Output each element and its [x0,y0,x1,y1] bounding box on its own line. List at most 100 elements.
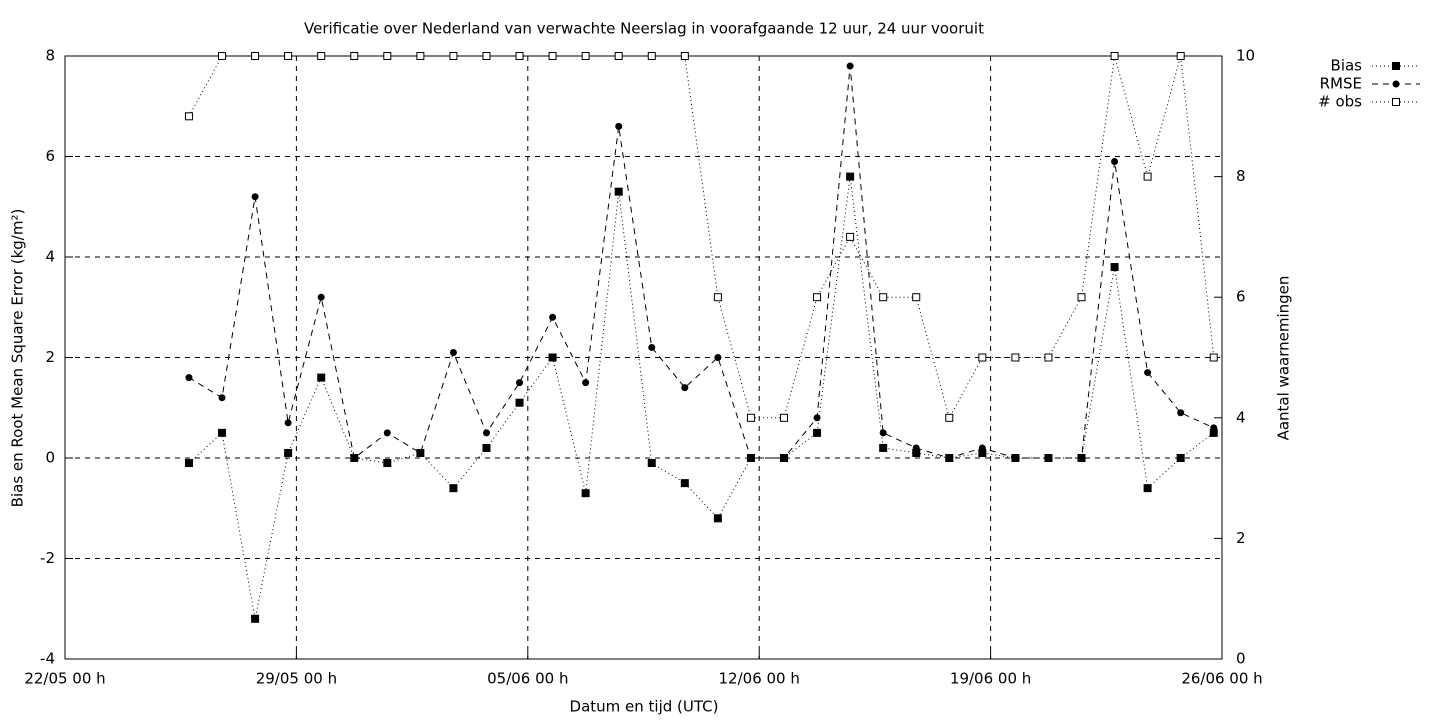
marker [1078,454,1086,462]
legend-marker [1392,98,1400,106]
y-tick-label: 2 [45,348,55,366]
y-tick-label: 6 [45,147,55,165]
legend-marker [1392,80,1400,88]
marker [945,413,954,422]
marker [581,489,590,498]
marker [714,354,722,361]
marker [1110,263,1119,272]
marker [582,379,590,387]
marker [218,428,227,437]
marker [416,52,425,60]
y-tick-label: -4 [40,650,55,668]
chart-title: Verificatie over Nederland van verwachte… [304,20,984,38]
y-tick-label: -2 [40,549,55,567]
marker [1176,454,1185,462]
marker [1177,409,1185,417]
marker [746,413,755,422]
marker [779,413,788,422]
marker [879,293,888,302]
marker [383,52,392,60]
marker [549,313,557,321]
marker [1111,158,1119,166]
marker [449,348,457,356]
marker [713,293,722,302]
series-line [188,176,1215,619]
marker [813,428,822,437]
marker [317,52,326,60]
marker [1011,454,1019,462]
marker [846,232,855,241]
marker [548,353,557,362]
y2-axis-label: Aantal waarnemingen [1275,276,1293,441]
y-tick-label: 4 [45,248,55,266]
marker [1077,293,1086,302]
marker [1011,353,1020,362]
marker [912,293,921,302]
marker [1176,52,1185,60]
marker [218,394,226,402]
y2-tick-label: 8 [1236,167,1246,185]
marker [317,293,325,301]
marker [614,52,623,60]
marker [482,443,491,452]
marker [647,459,656,468]
x-tick-label: 22/05 00 h [24,670,105,688]
marker [515,398,524,407]
marker [251,614,260,623]
marker [251,193,259,201]
marker [350,454,358,462]
marker [515,52,524,60]
legend-marker [1392,62,1400,70]
y2-tick-label: 0 [1236,650,1246,668]
y2-tick-label: 4 [1236,408,1246,426]
marker [978,353,987,362]
marker [912,444,920,452]
marker [383,429,391,437]
marker [879,443,888,452]
x-tick-label: 12/06 00 h [719,670,800,688]
legend-label: Bias [1331,57,1363,75]
marker [581,52,590,60]
marker [350,52,359,60]
marker [449,484,458,493]
y2-tick-label: 6 [1236,288,1246,306]
marker [1044,454,1052,462]
marker [978,444,986,452]
marker [681,384,689,392]
marker [1110,52,1119,60]
marker [780,454,788,462]
marker [383,459,392,468]
series-line [188,66,1214,459]
marker [482,52,491,60]
marker [317,373,326,382]
y-tick-label: 8 [45,47,55,65]
x-tick-label: 19/06 00 h [950,670,1031,688]
marker [284,52,293,60]
marker [185,374,193,382]
marker [648,343,656,351]
marker [615,122,623,130]
marker [680,52,689,60]
marker [647,52,656,60]
marker [1210,424,1218,432]
marker [449,52,458,60]
marker [1143,172,1152,181]
marker [846,62,854,70]
marker [184,112,193,121]
y2-tick-label: 2 [1236,529,1246,547]
marker [516,379,524,387]
x-axis-label: Datum en tijd (UTC) [570,698,719,716]
marker [482,429,490,437]
marker [945,454,953,462]
marker [1143,484,1152,493]
marker [680,479,689,488]
y2-tick-label: 10 [1236,47,1255,65]
marker [184,459,193,468]
y-tick-label: 0 [45,449,55,467]
marker [614,187,623,196]
marker [284,448,293,457]
marker [1044,353,1053,362]
marker [548,52,557,60]
marker [1144,369,1152,377]
